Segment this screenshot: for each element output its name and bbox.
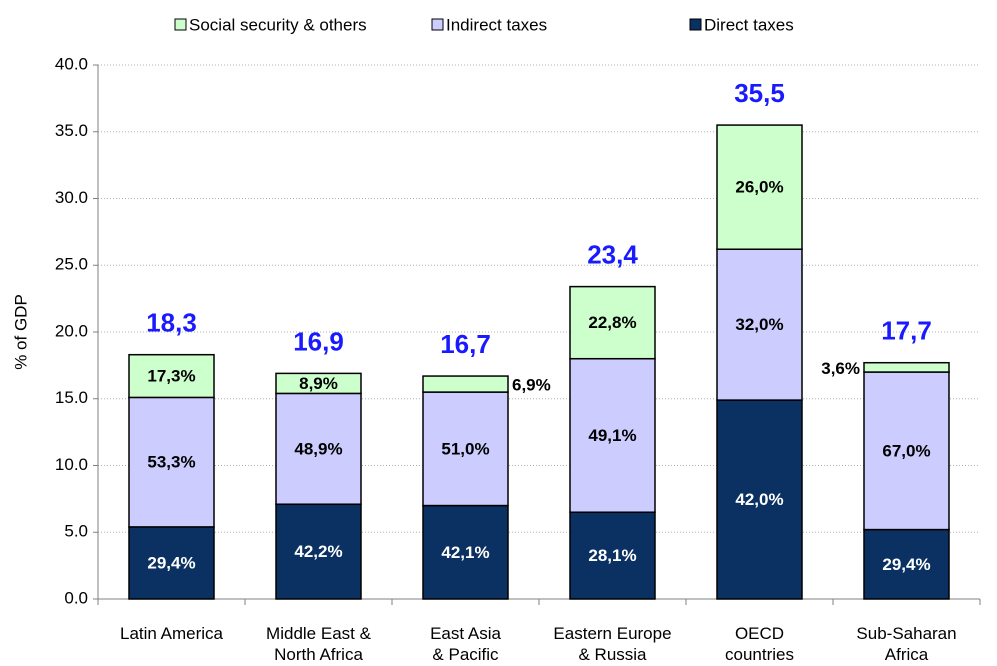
total-label: 16,7 (440, 329, 491, 359)
share-label: 42,0% (735, 490, 783, 509)
bar-segment (275, 372, 362, 395)
total-label: 17,7 (881, 316, 932, 346)
y-tick-label: 5.0 (64, 522, 88, 541)
share-label: 3,6% (821, 359, 860, 378)
bar-segment (716, 124, 803, 250)
y-tick-label: 10.0 (55, 455, 88, 474)
bar-segment (275, 503, 362, 600)
legend-label: Indirect taxes (446, 15, 547, 34)
bar-segment (863, 528, 950, 600)
share-label: 29,4% (147, 553, 195, 572)
bar-segment (716, 399, 803, 600)
share-label: 28,1% (588, 546, 636, 565)
y-tick-label: 35.0 (55, 121, 88, 140)
share-label: 42,2% (294, 542, 342, 561)
share-label: 67,0% (882, 441, 930, 460)
share-label: 6,9% (512, 376, 551, 395)
legend-swatch (174, 18, 187, 31)
bar-segment (422, 375, 509, 393)
total-label: 18,3 (146, 308, 197, 338)
bar-segment (128, 526, 215, 600)
y-tick-label: 20.0 (55, 321, 88, 340)
bar-segment (128, 353, 215, 399)
legend-label: Social security & others (189, 15, 367, 34)
bar-segment (863, 371, 950, 531)
x-tick-label: OECD countries (725, 624, 794, 664)
bar-segment (422, 504, 509, 600)
legend-label: Direct taxes (704, 15, 794, 34)
y-tick-label: 15.0 (55, 388, 88, 407)
x-tick-label: East Asia & Pacific (430, 624, 501, 664)
y-tick-label: 40.0 (55, 54, 88, 73)
bar-segment (128, 396, 215, 528)
bar-segment (863, 361, 950, 373)
share-label: 32,0% (735, 315, 783, 334)
x-tick-label: Eastern Europe & Russia (553, 624, 672, 664)
share-label: 29,4% (882, 555, 930, 574)
bar-segment (275, 392, 362, 505)
total-label: 16,9 (293, 326, 344, 356)
share-label: 49,1% (588, 426, 636, 445)
y-tick-label: 0.0 (64, 588, 88, 607)
y-axis-label: % of GDP (11, 294, 30, 370)
share-label: 42,1% (441, 543, 489, 562)
bar-segment (569, 285, 656, 360)
total-label: 23,4 (587, 239, 638, 269)
legend-swatch (689, 18, 702, 31)
share-label: 26,0% (735, 178, 783, 197)
share-label: 53,3% (147, 453, 195, 472)
legend-swatch (431, 18, 444, 31)
share-label: 8,9% (299, 374, 338, 393)
y-tick-label: 25.0 (55, 255, 88, 274)
share-label: 22,8% (588, 313, 636, 332)
bar-segment (569, 357, 656, 513)
share-label: 48,9% (294, 439, 342, 458)
bar-segment (422, 391, 509, 507)
x-tick-label: Middle East & North Africa (266, 624, 371, 664)
x-tick-label: Sub-Saharan Africa (856, 624, 957, 664)
share-label: 51,0% (441, 439, 489, 458)
y-tick-label: 30.0 (55, 188, 88, 207)
x-tick-label: Latin America (120, 624, 223, 643)
total-label: 35,5 (734, 78, 785, 108)
bar-segment (716, 248, 803, 401)
share-label: 17,3% (147, 367, 195, 386)
